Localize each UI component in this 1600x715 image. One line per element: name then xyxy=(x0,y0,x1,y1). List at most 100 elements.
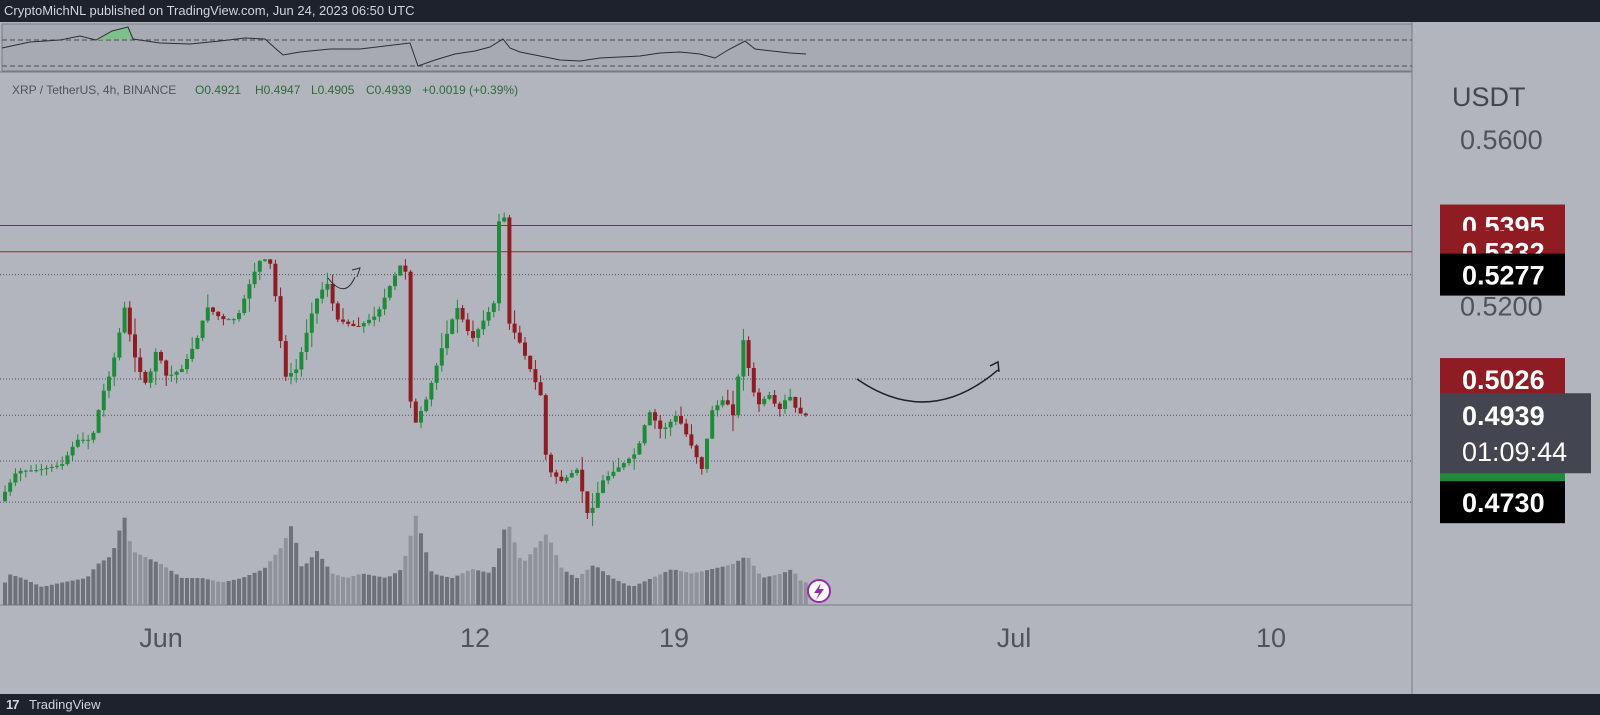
candle-body xyxy=(18,470,23,474)
candle-body xyxy=(179,369,184,372)
volume-bar xyxy=(455,575,460,605)
volume-bar xyxy=(335,575,340,605)
volume-bar xyxy=(393,573,397,605)
volume-bar xyxy=(164,567,169,605)
candle-body xyxy=(699,457,704,469)
volume-bar xyxy=(356,574,361,605)
candle-body xyxy=(205,307,210,321)
candle-body xyxy=(783,400,787,409)
publisher-text: CryptoMichNL published on TradingView.co… xyxy=(4,3,415,18)
volume-bar xyxy=(731,563,735,605)
volume-bar xyxy=(793,573,798,605)
candle-body xyxy=(543,395,548,455)
volume-bar xyxy=(502,529,507,605)
candle-body xyxy=(424,399,429,412)
volume-bar xyxy=(569,574,574,605)
time-tick-label: Jul xyxy=(997,623,1032,653)
candle-body xyxy=(377,309,382,317)
time-tick-label: 12 xyxy=(460,623,490,653)
candle-body xyxy=(55,465,59,467)
candle-body xyxy=(658,420,663,429)
candle-body xyxy=(663,427,668,429)
volume-bar xyxy=(710,568,715,605)
candle-body xyxy=(486,311,491,321)
volume-bar xyxy=(575,578,579,605)
oscillator-line xyxy=(1,26,807,67)
volume-bar xyxy=(476,570,481,605)
volume-bar xyxy=(398,570,403,605)
time-axis[interactable]: Jun 12 19 Jul 10 xyxy=(139,623,1286,653)
candle-body xyxy=(627,458,631,464)
volume-bar xyxy=(299,566,304,605)
candle-body xyxy=(575,469,579,474)
price-chart[interactable]: XRP / TetherUS, 4h, BINANCE O0.4921 H0.4… xyxy=(0,22,1600,694)
candle-body xyxy=(476,329,481,338)
candle-body xyxy=(564,477,569,482)
volume-bar xyxy=(143,557,148,605)
legend-high: H0.4947 xyxy=(255,83,301,97)
candle-body xyxy=(757,392,761,405)
candle-body xyxy=(715,405,720,411)
lightning-icon[interactable] xyxy=(807,579,831,603)
volume-bar xyxy=(34,584,39,605)
time-tick-label: 19 xyxy=(659,623,689,653)
level-badge-background xyxy=(1440,253,1565,296)
candle-body xyxy=(684,423,689,435)
volume-bar xyxy=(517,557,522,605)
candle-body xyxy=(460,307,465,320)
candle-body xyxy=(351,323,356,327)
candle-body xyxy=(190,348,195,359)
volume-bar xyxy=(486,572,491,605)
volume-bar xyxy=(559,567,564,605)
candle-body xyxy=(793,396,798,408)
candle-body xyxy=(673,415,678,422)
volume-bar xyxy=(23,579,28,605)
candle-body xyxy=(606,476,611,481)
candle-body xyxy=(465,319,470,332)
volume-bar xyxy=(512,542,517,605)
candle-body xyxy=(387,286,392,298)
candle-body xyxy=(247,284,252,299)
volume-bar xyxy=(278,548,283,605)
volume-bar xyxy=(237,578,241,605)
volume-bar xyxy=(543,534,548,605)
price-axis[interactable]: USDT 0.5600 0.5200 0.53950.53320.52770.5… xyxy=(1440,82,1591,524)
candle-body xyxy=(408,271,413,402)
currency-label: USDT xyxy=(1452,82,1526,112)
volume-bar xyxy=(549,542,553,605)
candle-body xyxy=(413,401,418,423)
candle-body xyxy=(741,340,746,377)
candle-body xyxy=(507,217,512,324)
candle-body xyxy=(143,371,148,383)
chart-canvas[interactable]: XRP / TetherUS, 4h, BINANCE O0.4921 H0.4… xyxy=(0,22,1600,694)
oscillator-band xyxy=(1,23,1413,72)
volume-bar xyxy=(127,541,132,605)
volume-bar xyxy=(694,572,699,605)
volume-bar xyxy=(424,552,429,605)
candle-body xyxy=(294,369,299,374)
candle-body xyxy=(720,400,725,406)
oscillator-overbought-fill xyxy=(96,27,133,40)
volume-bar xyxy=(741,557,746,605)
volume-bar xyxy=(39,586,44,605)
level-badge-label: 0.5026 xyxy=(1462,365,1545,395)
volume-bar xyxy=(81,578,85,605)
volume-bar xyxy=(65,581,70,605)
volume-bar xyxy=(18,577,23,605)
volume-bar xyxy=(49,584,54,605)
volume-bar xyxy=(70,580,75,605)
volume-bar xyxy=(554,555,559,605)
candle-body xyxy=(580,469,585,492)
candle-body xyxy=(601,480,605,493)
candle-body xyxy=(23,470,28,472)
candle-body xyxy=(497,221,501,304)
candle-body xyxy=(419,411,423,423)
volume-bar xyxy=(590,565,595,605)
projected-path-arrow[interactable] xyxy=(856,369,999,403)
lightning-icon-bolt xyxy=(814,583,824,600)
candle-body xyxy=(39,469,44,471)
candle-body xyxy=(491,303,496,312)
candle-body xyxy=(8,482,13,492)
candle-body xyxy=(559,476,564,482)
